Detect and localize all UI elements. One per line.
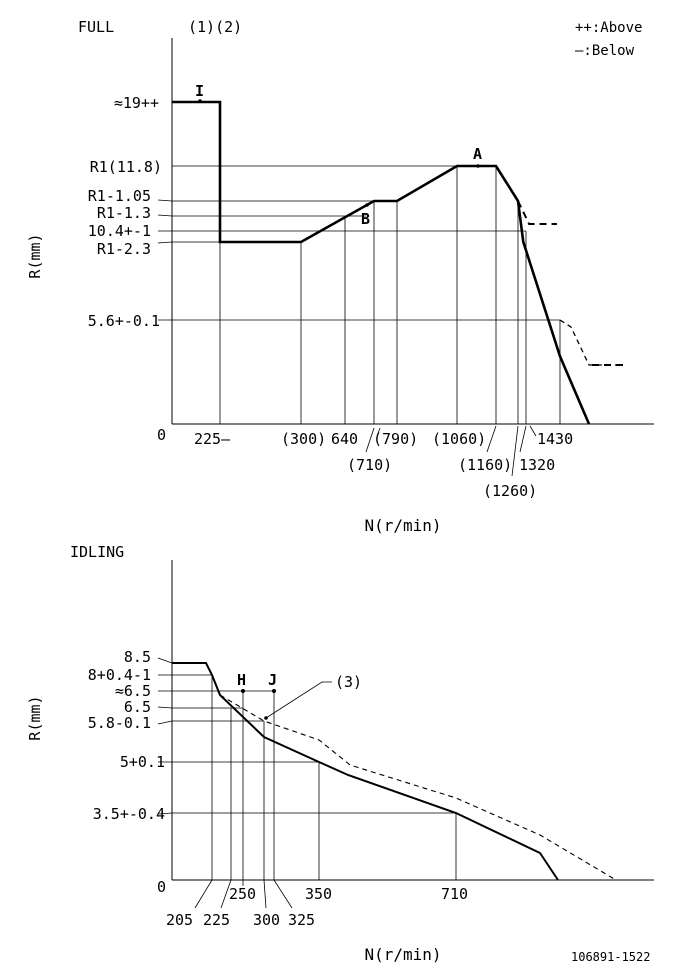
y-label-65: 6.5 [124, 698, 151, 716]
idling-series-dashed [219, 694, 617, 881]
y-label-5: 5+0.1 [120, 753, 165, 771]
x-label-225: 225 [203, 911, 230, 929]
full-x-tick-labels: 225— (300) 640 (790) (710) (1060) (1160)… [194, 430, 573, 500]
full-title: FULL [78, 18, 114, 36]
full-reference-lines [157, 101, 561, 477]
idling-reference-lines [157, 657, 457, 909]
callout-3-leader [265, 681, 332, 719]
y-label-19: ≈19++ [114, 94, 159, 112]
full-panel: FULL (1)(2) ++:Above —:Below [26, 18, 654, 535]
full-series-below-dashed [559, 319, 624, 366]
leader-710 [365, 427, 375, 453]
idling-origin-label: 0 [157, 878, 166, 896]
x-label-350: 350 [305, 885, 332, 903]
idling-title: IDLING [70, 543, 124, 561]
ref-h-r1-105 [157, 199, 374, 202]
idling-panel: IDLING [26, 543, 654, 964]
idling-x-tick-labels: 205 225 250 300 325 350 710 [166, 885, 468, 929]
x-label-1160: (1160) [458, 456, 512, 474]
idling-series-main [172, 662, 559, 881]
callout-3-marker [264, 716, 268, 720]
point-label-i: I [195, 82, 204, 100]
y-label-r1-13: R1-1.3 [97, 204, 151, 222]
point-label-a: A [473, 145, 482, 163]
point-b-marker [365, 203, 369, 207]
full-ylabel: R(mm) [26, 233, 44, 278]
leader-225 [220, 879, 232, 909]
full-xlabel: N(r/min) [364, 516, 441, 535]
y-label-104: 10.4+-1 [88, 222, 151, 240]
idling-y-tick-labels: 8.5 8+0.4-1 ≈6.5 6.5 5.8-0.1 5+0.1 3.5+-… [88, 648, 166, 896]
x-label-640: 640 [331, 430, 358, 448]
point-j-marker [272, 689, 276, 693]
ref-h-r1-13 [157, 214, 366, 217]
full-y-tick-labels: ≈19++ R1(11.8) R1-1.05 R1-1.3 10.4+-1 R1… [88, 94, 166, 444]
x-label-1320: 1320 [519, 456, 555, 474]
leader-325 [273, 879, 293, 909]
y-label-56: 5.6+-0.1 [88, 312, 160, 330]
legend-above: ++:Above [575, 20, 642, 36]
y-label-r1-105: R1-1.05 [88, 187, 151, 205]
x-label-225: 225— [194, 430, 231, 448]
x-label-710: (710) [347, 456, 392, 474]
full-series-above-dashed [517, 200, 557, 225]
ref-h-35 [157, 812, 456, 815]
x-label-1260: (1260) [483, 482, 537, 500]
ref-h-r1-23 [157, 241, 220, 244]
x-label-710: 710 [441, 885, 468, 903]
y-label-r1-23: R1-2.3 [97, 240, 151, 258]
y-label-65-approx: ≈6.5 [115, 682, 151, 700]
leader-1160 [486, 425, 497, 453]
leader-1320 [519, 425, 527, 453]
y-label-r1: R1(11.8) [90, 158, 162, 176]
x-label-205: 205 [166, 911, 193, 929]
drawing-number: 106891-1522 [571, 950, 650, 964]
ref-h-65 [157, 706, 243, 709]
x-label-300: 300 [253, 911, 280, 929]
point-a-marker [476, 164, 480, 168]
y-label-35: 3.5+-0.4 [93, 805, 165, 823]
x-label-1430: 1430 [537, 430, 573, 448]
x-label-790: (790) [373, 430, 418, 448]
leader-1430 [529, 425, 537, 437]
point-label-h: H [237, 671, 246, 689]
x-label-1060: (1060) [432, 430, 486, 448]
y-label-8: 8+0.4-1 [88, 666, 151, 684]
leader-205 [194, 879, 213, 909]
idling-ylabel: R(mm) [26, 695, 44, 740]
x-label-300: (300) [281, 430, 326, 448]
point-label-j: J [268, 671, 277, 689]
full-series-main [172, 100, 591, 425]
ref-h-58 [157, 720, 264, 725]
legend-below: —:Below [575, 43, 635, 59]
leader-1260 [511, 425, 519, 477]
point-i-marker [198, 99, 202, 103]
callout-3-label: (3) [335, 673, 362, 691]
idling-xlabel: N(r/min) [364, 945, 441, 964]
full-notes: (1)(2) [188, 18, 242, 36]
x-label-325: 325 [288, 911, 315, 929]
leader-300 [263, 879, 267, 909]
full-origin-label: 0 [157, 426, 166, 444]
x-label-250: 250 [229, 885, 256, 903]
point-label-b: B [361, 210, 370, 228]
y-label-58: 5.8-0.1 [88, 714, 151, 732]
leader-790 [376, 427, 381, 437]
y-label-85: 8.5 [124, 648, 151, 666]
point-h-marker [241, 689, 245, 693]
